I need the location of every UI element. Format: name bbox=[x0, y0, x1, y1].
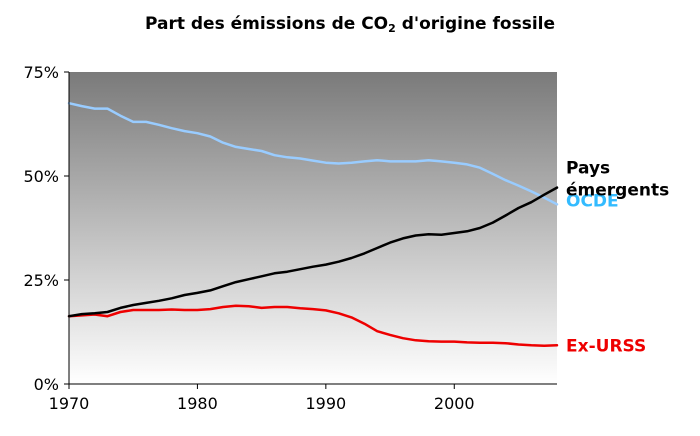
title-text-end: d'origine fossile bbox=[395, 14, 556, 34]
y-tick-label: 50% bbox=[23, 167, 59, 186]
series-line-pays-mergents bbox=[67, 186, 559, 318]
axis-layer: 0% 25% 50% 75% 1970 1980 1990 2000 bbox=[23, 63, 557, 413]
x-tick-label: 1980 bbox=[177, 394, 218, 413]
y-tick-label: 0% bbox=[34, 375, 59, 394]
series-line-ex-urss bbox=[67, 304, 559, 347]
x-tick-label: 2000 bbox=[434, 394, 475, 413]
series-label-ex-urss: Ex-URSS bbox=[566, 336, 646, 356]
series-label-ocde: OCDE bbox=[566, 191, 619, 211]
x-tick-label: 1970 bbox=[49, 394, 90, 413]
plot-area bbox=[69, 72, 557, 384]
series-line-ocde bbox=[67, 101, 559, 206]
series-label-pays-mergents: émergents bbox=[566, 181, 669, 201]
x-tick-label: 1990 bbox=[305, 394, 346, 413]
y-tick-label: 75% bbox=[23, 63, 59, 82]
series-layer bbox=[67, 101, 559, 347]
series-label-pays-mergents: Pays bbox=[566, 159, 610, 179]
title-subscript: 2 bbox=[388, 22, 396, 35]
y-tick-label: 25% bbox=[23, 271, 59, 290]
chart-title: Part des émissions de CO2 d'origine foss… bbox=[0, 14, 700, 35]
title-text-main: Part des émissions de CO bbox=[144, 14, 389, 34]
